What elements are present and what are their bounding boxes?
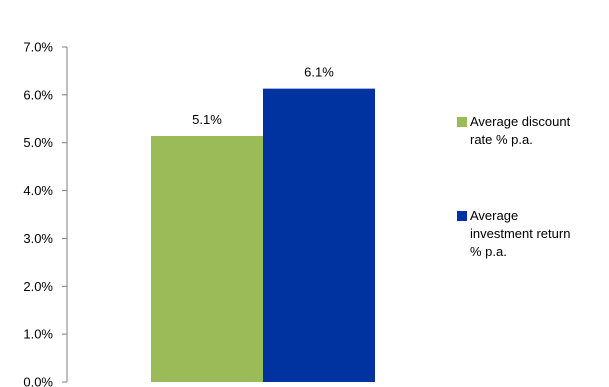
legend-label: Average <box>470 208 518 223</box>
bar-average-investment-return <box>263 88 375 382</box>
data-label: 6.1% <box>304 65 334 80</box>
legend-label: Average discount <box>470 114 571 129</box>
bar-average-discount-rate <box>151 136 263 382</box>
legend-label: investment return <box>470 226 570 241</box>
y-tick-label: 1.0% <box>23 327 53 342</box>
legend: Average discount rate % p.a. Average invest… <box>457 114 571 259</box>
legend-swatch <box>457 211 467 221</box>
y-tick-label: 6.0% <box>23 87 53 102</box>
y-tick-label: 0.0% <box>23 375 53 387</box>
data-label: 5.1% <box>192 112 222 127</box>
legend-label: % p.a. <box>470 244 507 259</box>
y-tick-label: 7.0% <box>23 40 53 55</box>
legend-label: rate % p.a. <box>470 132 533 147</box>
y-tick-label: 4.0% <box>23 183 53 198</box>
y-tick-label: 5.0% <box>23 135 53 150</box>
y-tick-label: 3.0% <box>23 231 53 246</box>
data-labels: 5.1% 6.1% <box>192 65 334 127</box>
y-tick-label: 2.0% <box>23 279 53 294</box>
legend-swatch <box>457 117 467 127</box>
bars <box>151 88 375 382</box>
y-axis: 0.0% 1.0% 2.0% 3.0% 4.0% 5.0% 6.0% 7.0% <box>23 40 68 387</box>
